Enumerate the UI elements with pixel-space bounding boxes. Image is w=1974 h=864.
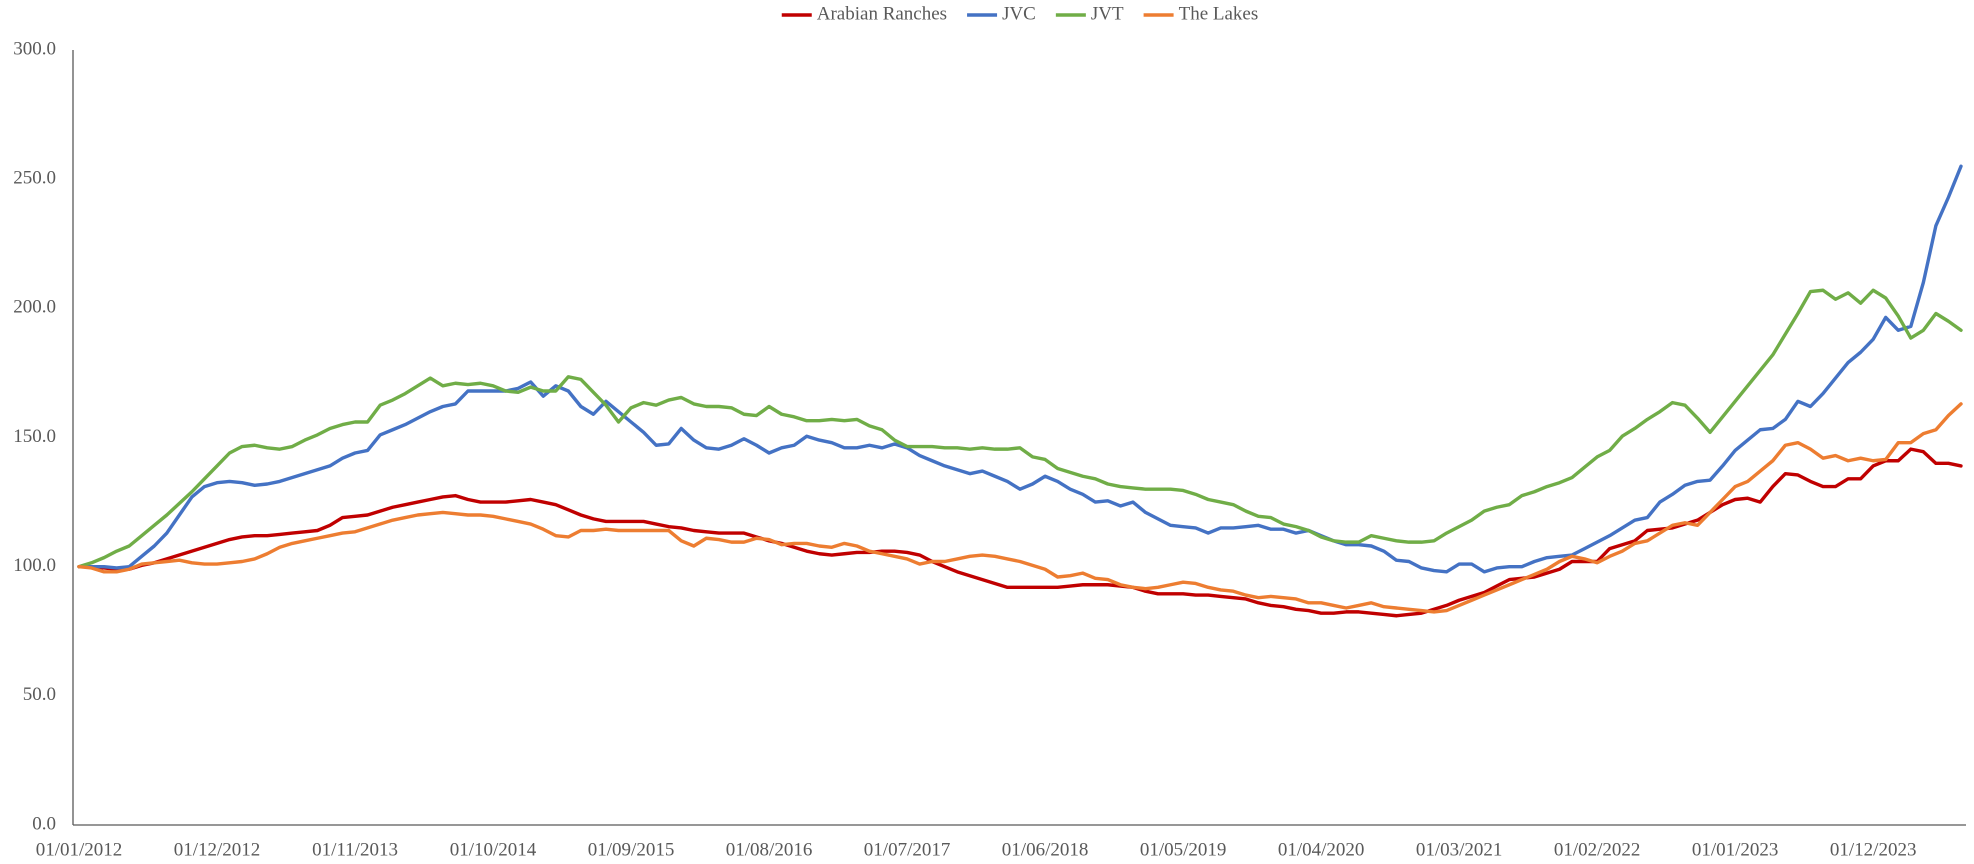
y-tick-label: 150.0 — [13, 426, 56, 447]
x-tick-label: 01/03/2021 — [1416, 839, 1503, 860]
x-tick-label: 01/01/2023 — [1692, 839, 1779, 860]
y-tick-label: 200.0 — [13, 297, 56, 318]
legend-label: JVT — [1091, 3, 1124, 24]
y-tick-label: 50.0 — [23, 684, 56, 705]
y-tick-label: 0.0 — [32, 813, 56, 834]
y-tick-label: 100.0 — [13, 555, 56, 576]
x-tick-label: 01/02/2022 — [1554, 839, 1641, 860]
x-tick-label: 01/12/2023 — [1830, 839, 1917, 860]
x-tick-label: 01/04/2020 — [1278, 839, 1365, 860]
legend-label: JVC — [1002, 3, 1036, 24]
legend-label: Arabian Ranches — [817, 3, 947, 24]
y-tick-label: 250.0 — [13, 168, 56, 189]
line-series — [77, 288, 1963, 569]
x-tick-label: 01/06/2018 — [1002, 839, 1089, 860]
x-tick-label: 01/07/2017 — [864, 839, 951, 860]
line-series — [77, 402, 1963, 614]
x-tick-label: 01/12/2012 — [174, 839, 261, 860]
line-series — [77, 447, 1963, 618]
legend-label: The Lakes — [1179, 3, 1259, 24]
x-tick-label: 01/01/2012 — [36, 839, 123, 860]
x-tick-label: 01/09/2015 — [588, 839, 675, 860]
line-series — [77, 164, 1963, 574]
x-tick-label: 01/05/2019 — [1140, 839, 1227, 860]
x-tick-label: 01/11/2013 — [312, 839, 398, 860]
x-tick-label: 01/08/2016 — [726, 839, 813, 860]
x-tick-label: 01/10/2014 — [450, 839, 537, 860]
y-tick-label: 300.0 — [13, 38, 56, 59]
